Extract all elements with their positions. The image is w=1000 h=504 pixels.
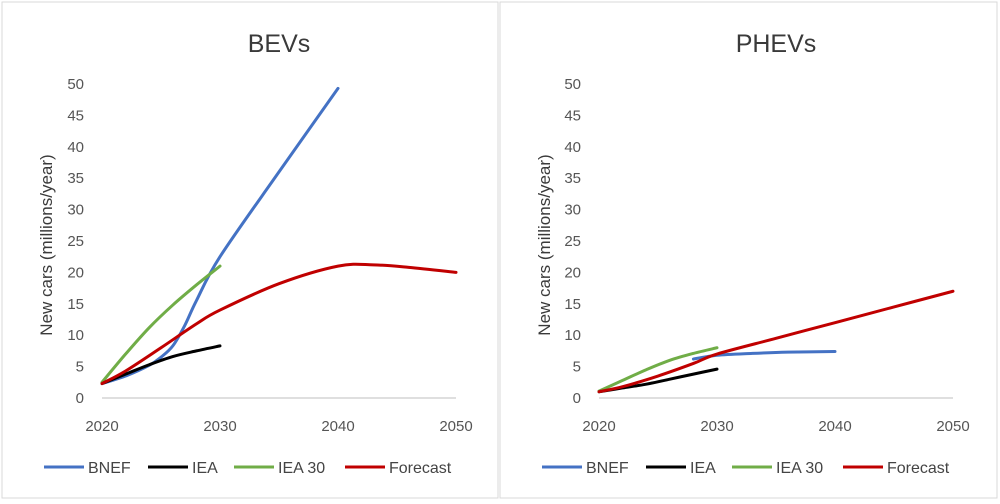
legend-item: IEA — [148, 460, 218, 477]
series-line-iea — [100, 344, 222, 386]
y-tick-label: 15 — [67, 296, 84, 313]
y-tick-label: 40 — [67, 139, 84, 156]
y-tick-label: 40 — [564, 139, 581, 156]
y-tick-label: 45 — [67, 107, 84, 124]
chart-title: BEVs — [248, 30, 311, 58]
legend-item: IEA 30 — [234, 460, 325, 477]
panel-frame — [1, 1, 499, 499]
y-tick-label: 50 — [564, 76, 581, 93]
y-tick-label: 10 — [67, 327, 84, 344]
legend-label: Forecast — [389, 460, 452, 477]
x-tick-label: 2020 — [582, 418, 615, 435]
legend-label: IEA 30 — [776, 460, 823, 477]
series-line-iea-30 — [597, 346, 719, 393]
x-tick-label: 2040 — [818, 418, 851, 435]
y-tick-label: 25 — [67, 233, 84, 250]
x-tick-label: 2030 — [700, 418, 733, 435]
legend-label: BNEF — [586, 460, 629, 477]
legend-label: IEA 30 — [278, 460, 325, 477]
legend-label: IEA — [192, 460, 218, 477]
legend-item: BNEF — [44, 460, 131, 477]
series-line-forecast — [100, 262, 458, 386]
y-tick-label: 20 — [564, 264, 581, 281]
legend-item: IEA — [646, 460, 716, 477]
y-tick-label: 20 — [67, 264, 84, 281]
y-tick-label: 5 — [76, 359, 84, 376]
chart-title: PHEVs — [736, 30, 817, 58]
x-tick-label: 2050 — [439, 418, 472, 435]
y-tick-label: 30 — [564, 202, 581, 219]
chart-panel-1: BEVs 0 5 10 15 20 25 30 35 40 45 50 2020 2030 2040 2050… — [1, 1, 499, 499]
y-tick-label: 50 — [67, 76, 84, 93]
y-tick-label: 0 — [76, 390, 84, 407]
legend-item: Forecast — [843, 460, 950, 477]
chart-panel-2: PHEVs 0 5 10 15 20 25 30 35 40 45 50 2020 2030 2040 205… — [499, 1, 998, 499]
legend-item: BNEF — [542, 460, 629, 477]
x-tick-label: 2030 — [203, 418, 236, 435]
legend-item: Forecast — [345, 460, 452, 477]
y-tick-label: 35 — [564, 170, 581, 187]
panel-frame — [499, 1, 998, 499]
legend-label: BNEF — [88, 460, 131, 477]
y-tick-label: 45 — [564, 107, 581, 124]
y-tick-label: 25 — [564, 233, 581, 250]
y-tick-label: 30 — [67, 202, 84, 219]
y-tick-label: 10 — [564, 327, 581, 344]
y-tick-label: 15 — [564, 296, 581, 313]
legend-label: Forecast — [887, 460, 950, 477]
y-axis-label: New cars (millions/year) — [535, 154, 554, 335]
y-axis-label: New cars (millions/year) — [37, 154, 56, 335]
x-tick-label: 2040 — [321, 418, 354, 435]
y-tick-label: 0 — [573, 390, 581, 407]
legend-label: IEA — [690, 460, 716, 477]
y-tick-label: 5 — [573, 359, 581, 376]
series-line-iea-30 — [100, 264, 222, 384]
series-line-forecast — [597, 289, 955, 394]
x-tick-label: 2020 — [85, 418, 118, 435]
x-tick-label: 2050 — [936, 418, 969, 435]
y-tick-label: 35 — [67, 170, 84, 187]
legend-item: IEA 30 — [732, 460, 823, 477]
